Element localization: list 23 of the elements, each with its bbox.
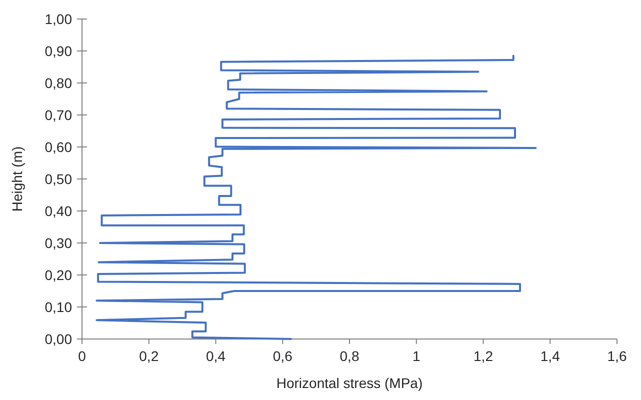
y-tick-label: 0,60 bbox=[44, 138, 72, 155]
y-tick-label: 0,70 bbox=[44, 106, 72, 123]
x-tick-label: 1,2 bbox=[474, 348, 494, 364]
y-tick-label: 0,90 bbox=[44, 42, 72, 59]
x-tick-label: 0,8 bbox=[340, 348, 360, 364]
line-series bbox=[96, 54, 537, 340]
x-tick-label: 1,6 bbox=[607, 348, 627, 364]
x-tick-label: 0,2 bbox=[139, 348, 159, 364]
x-tick-label: 1 bbox=[412, 348, 420, 364]
x-tick-label: 0,4 bbox=[206, 348, 226, 364]
y-tick-label: 0,00 bbox=[44, 330, 72, 347]
y-tick-label: 0,20 bbox=[44, 266, 72, 283]
y-tick-label: 0,50 bbox=[44, 170, 72, 187]
y-tick-label: 0,40 bbox=[44, 202, 72, 219]
x-tick-label: 0,6 bbox=[272, 348, 293, 364]
x-tick-label: 0 bbox=[78, 348, 86, 364]
y-tick-label: 0,30 bbox=[44, 234, 72, 251]
y-axis-title: Height (m) bbox=[9, 146, 25, 212]
y-tick-label: 0,80 bbox=[44, 74, 72, 91]
x-axis-title: Horizontal stress (MPa) bbox=[276, 375, 423, 391]
y-tick-label: 0,10 bbox=[44, 298, 72, 315]
x-tick-label: 1,4 bbox=[540, 348, 560, 364]
y-tick-label: 1,00 bbox=[44, 10, 72, 27]
